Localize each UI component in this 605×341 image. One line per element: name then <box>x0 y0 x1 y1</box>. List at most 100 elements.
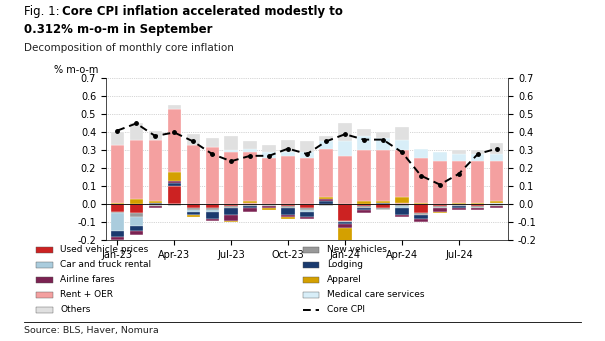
Bar <box>319 201 333 204</box>
Text: Source: BLS, Haver, Nomura: Source: BLS, Haver, Nomura <box>24 326 159 335</box>
Bar <box>471 150 485 154</box>
Bar <box>319 197 333 199</box>
Bar <box>243 206 257 208</box>
Bar <box>414 149 428 158</box>
Bar <box>452 161 465 203</box>
Bar <box>433 212 446 213</box>
Bar <box>490 203 503 204</box>
Bar <box>490 206 503 208</box>
Bar <box>111 203 124 204</box>
Bar <box>395 150 408 197</box>
Bar <box>490 201 503 203</box>
Bar <box>224 206 238 208</box>
Bar <box>395 203 408 204</box>
Bar <box>319 136 333 142</box>
Bar <box>376 203 390 204</box>
Bar <box>414 213 428 215</box>
Bar <box>358 204 371 206</box>
Bar <box>186 134 200 145</box>
Bar <box>452 203 465 204</box>
Bar <box>129 232 143 235</box>
Bar <box>358 208 371 210</box>
Bar <box>224 215 238 221</box>
Bar <box>129 226 143 232</box>
Text: Apparel: Apparel <box>327 275 362 284</box>
Bar <box>358 206 371 208</box>
Bar <box>490 154 503 161</box>
Bar <box>338 228 352 246</box>
Bar <box>111 145 124 203</box>
Bar <box>358 210 371 213</box>
Bar <box>243 203 257 204</box>
Bar <box>281 152 295 156</box>
Bar <box>376 150 390 201</box>
Bar <box>129 213 143 217</box>
Bar <box>471 208 485 210</box>
Bar <box>301 217 313 219</box>
Bar <box>111 237 124 240</box>
Bar <box>243 142 257 149</box>
Bar <box>206 219 219 221</box>
Bar <box>301 158 313 204</box>
Bar <box>111 213 124 232</box>
Bar <box>395 139 408 150</box>
Bar <box>263 152 276 158</box>
Bar <box>452 204 465 206</box>
Bar <box>281 206 295 208</box>
Bar <box>376 204 390 208</box>
Bar <box>358 136 371 150</box>
Bar <box>301 210 313 212</box>
Bar <box>301 152 313 158</box>
Bar <box>168 187 181 204</box>
Bar <box>224 208 238 215</box>
Bar <box>471 154 485 161</box>
Bar <box>111 132 124 145</box>
Bar <box>452 208 465 210</box>
Bar <box>243 208 257 212</box>
Bar <box>376 132 390 138</box>
Bar <box>301 204 313 208</box>
Bar <box>301 142 313 152</box>
Bar <box>319 149 333 197</box>
Bar <box>319 199 333 201</box>
Bar <box>281 217 295 219</box>
Bar <box>224 152 238 204</box>
Bar <box>186 210 200 212</box>
Bar <box>281 215 295 217</box>
Bar <box>319 204 333 206</box>
Bar <box>168 181 181 183</box>
Bar <box>263 158 276 204</box>
Bar <box>433 206 446 208</box>
Text: Fig. 1:: Fig. 1: <box>24 5 67 18</box>
Bar <box>129 204 143 213</box>
Text: Decomposition of monthly core inflation: Decomposition of monthly core inflation <box>24 43 234 53</box>
Bar <box>490 204 503 206</box>
Bar <box>206 204 219 208</box>
Bar <box>301 208 313 210</box>
Bar <box>471 161 485 203</box>
Bar <box>433 208 446 212</box>
Bar <box>414 203 428 204</box>
Bar <box>111 212 124 213</box>
Bar <box>338 224 352 228</box>
Bar <box>319 142 333 149</box>
Bar <box>395 204 408 206</box>
Bar <box>490 161 503 201</box>
Bar <box>149 204 162 206</box>
Bar <box>338 221 352 222</box>
Bar <box>168 172 181 181</box>
Text: Rent + OER: Rent + OER <box>60 290 114 299</box>
Bar <box>111 204 124 212</box>
Text: Core CPI inflation accelerated modestly to: Core CPI inflation accelerated modestly … <box>62 5 343 18</box>
Bar <box>186 204 200 208</box>
Bar <box>111 232 124 237</box>
Bar <box>281 156 295 204</box>
Bar <box>206 210 219 212</box>
Bar <box>471 206 485 208</box>
Bar <box>281 208 295 215</box>
Bar <box>433 152 446 161</box>
Bar <box>414 219 428 222</box>
Bar <box>224 136 238 150</box>
Bar <box>243 152 257 201</box>
Bar <box>376 208 390 210</box>
